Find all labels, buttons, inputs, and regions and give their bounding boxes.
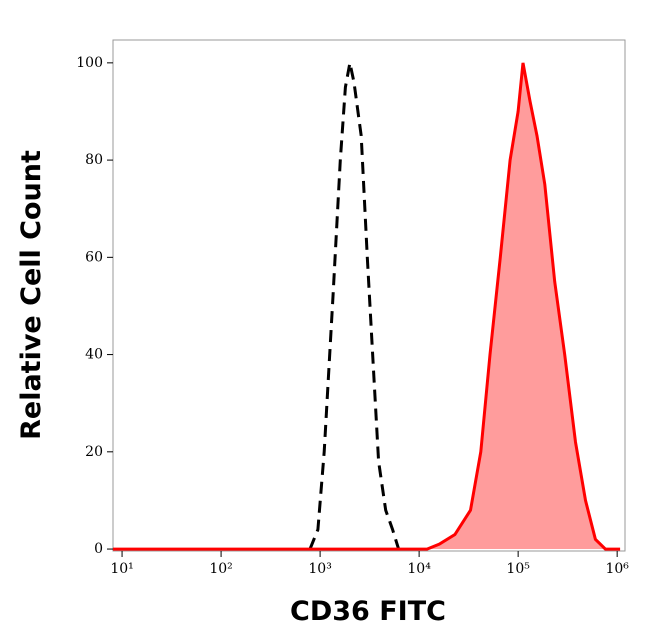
x-tick-label: 10⁴ xyxy=(407,561,431,577)
plot-frame xyxy=(112,39,626,552)
y-tick-label: 80 xyxy=(85,152,103,168)
x-tick-label: 10⁶ xyxy=(605,561,629,577)
y-tick-label: 60 xyxy=(85,249,103,265)
histogram-area xyxy=(113,62,621,550)
histogram-line xyxy=(113,62,621,551)
histogram-line xyxy=(308,62,401,550)
x-axis-label: CD36 FITC xyxy=(290,596,446,627)
y-axis-label: Relative Cell Count xyxy=(16,150,47,440)
y-tick-label: 0 xyxy=(94,541,103,557)
x-tick-label: 10⁵ xyxy=(506,561,530,577)
y-tick-label: 100 xyxy=(76,55,103,71)
x-tick-label: 10² xyxy=(209,561,232,577)
y-tick-label: 20 xyxy=(85,444,103,460)
x-tick-label: 10³ xyxy=(308,561,331,577)
x-tick-label: 10¹ xyxy=(110,561,133,577)
y-tick-label: 40 xyxy=(85,347,103,363)
